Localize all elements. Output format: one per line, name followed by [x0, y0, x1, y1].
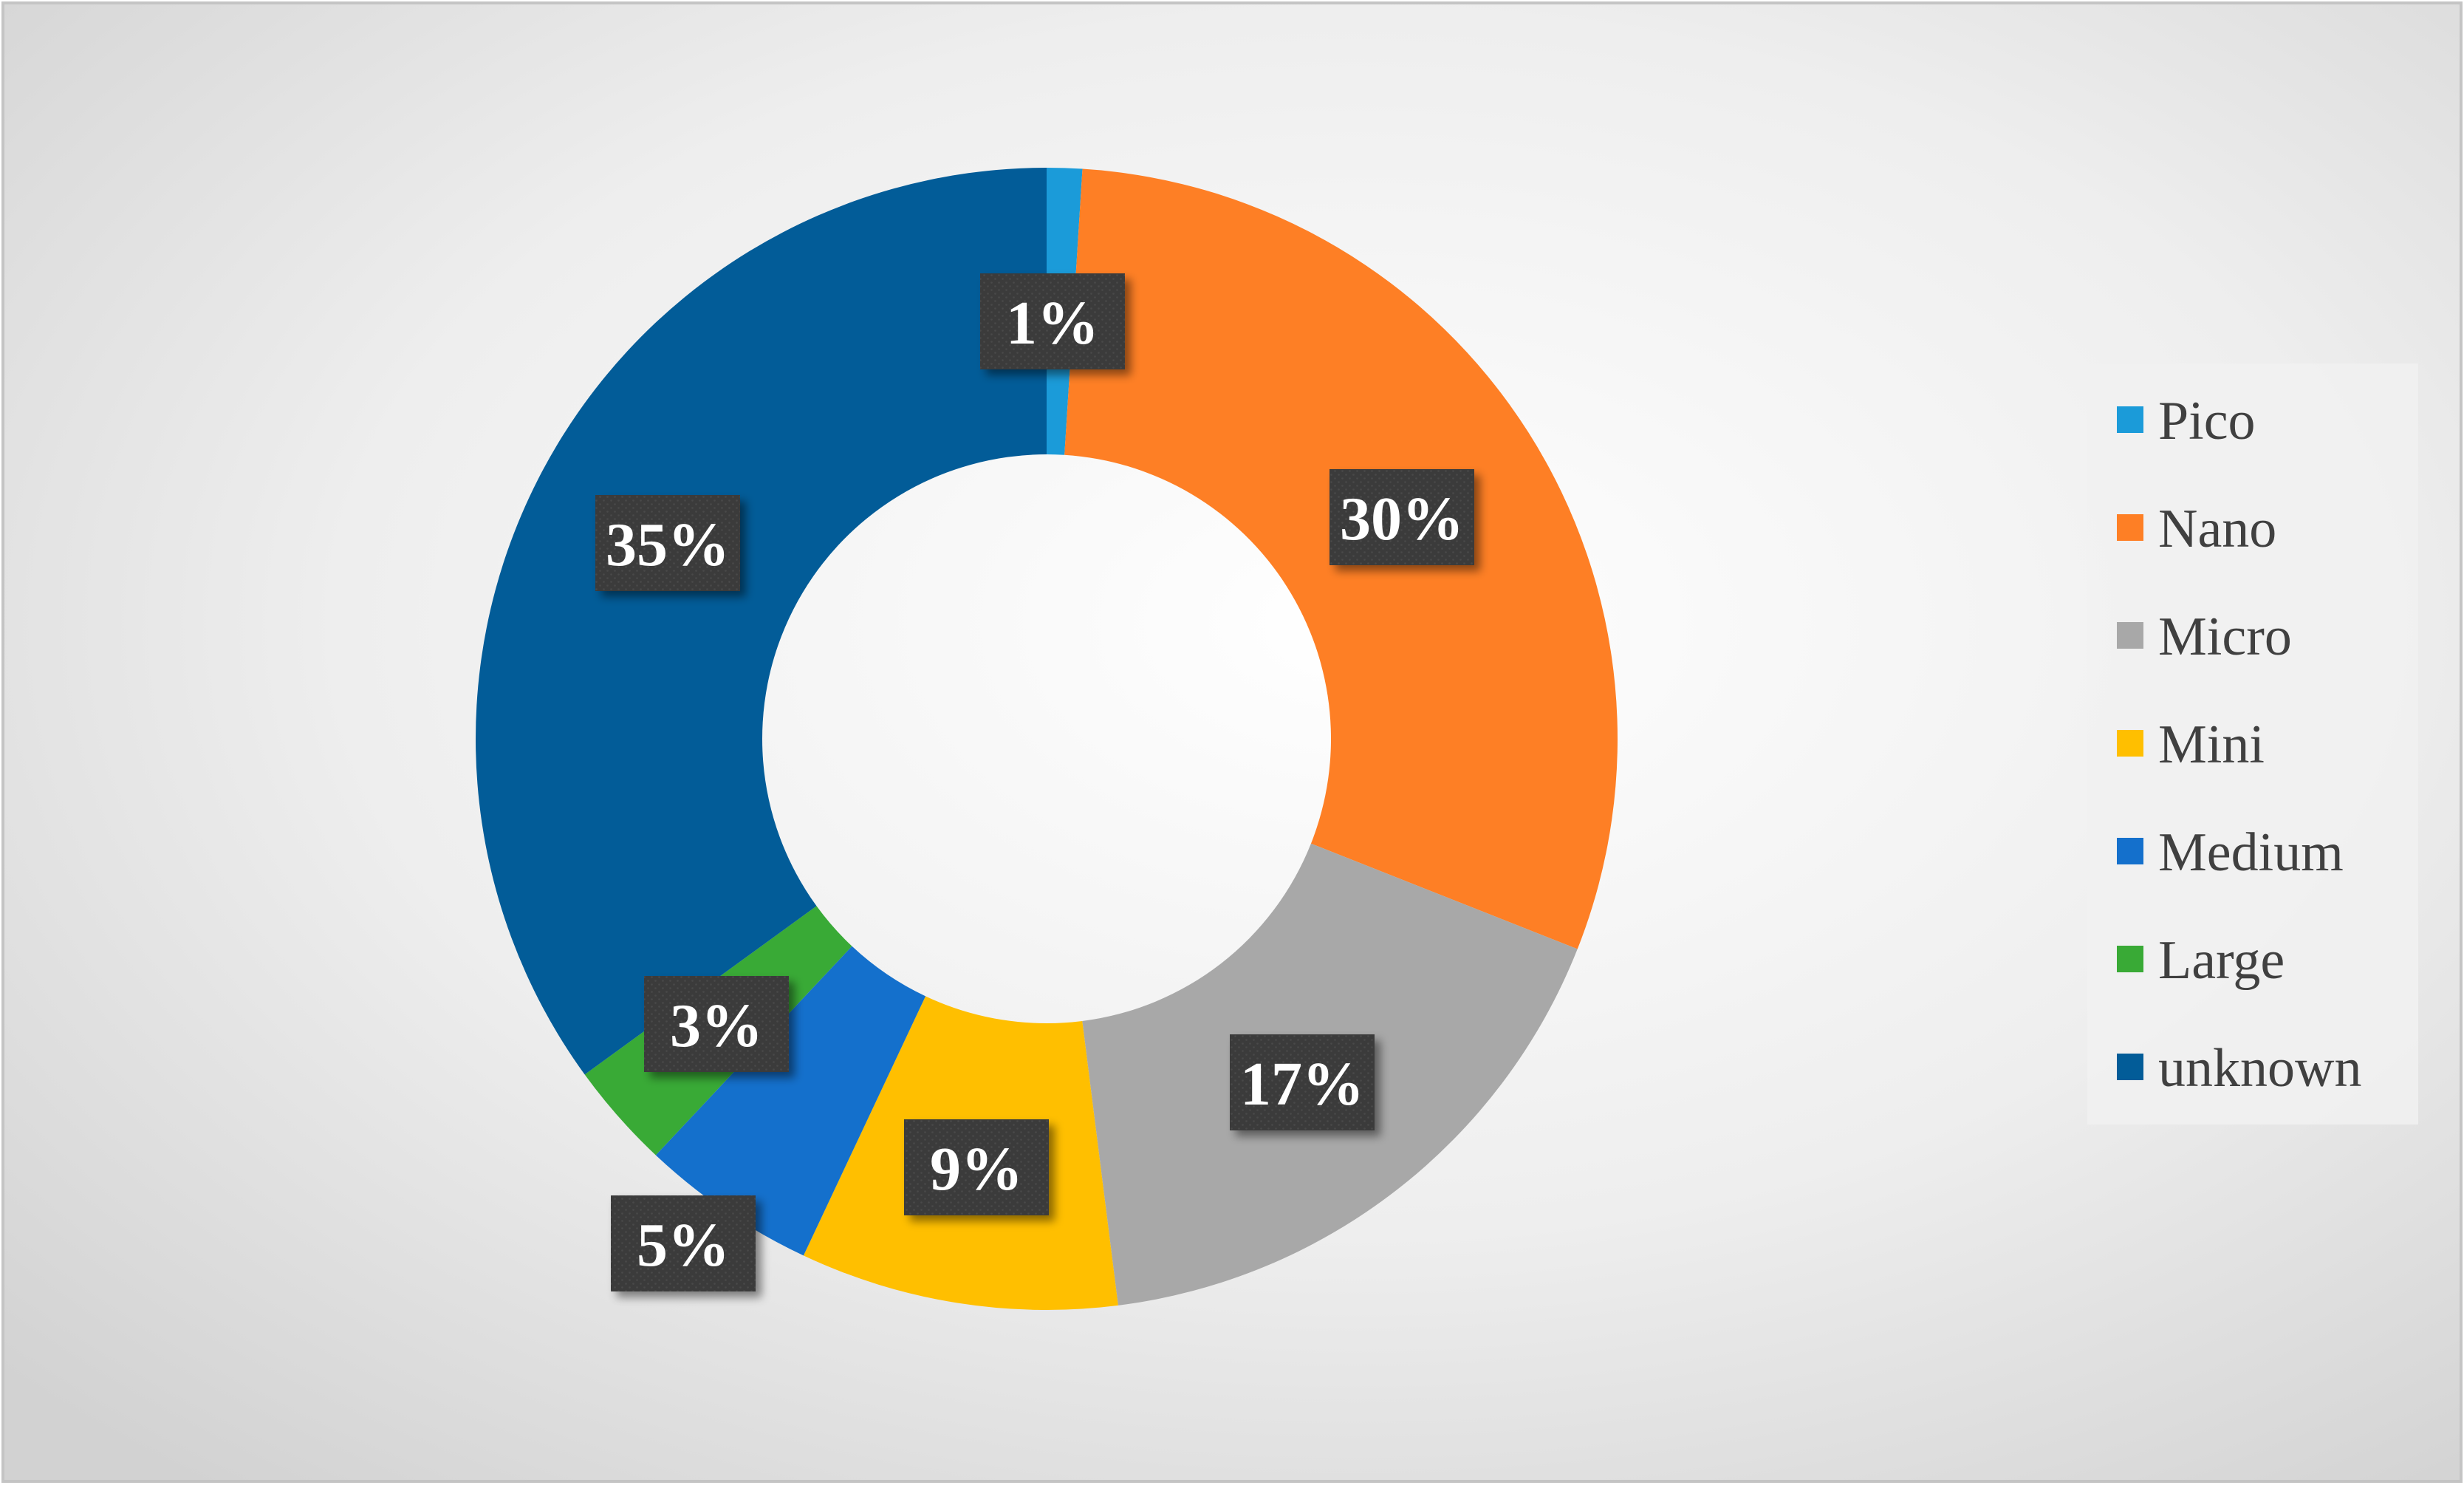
data-label-text: 3%	[670, 992, 763, 1060]
legend-swatch	[2117, 838, 2143, 864]
data-label-nano: 30%	[1329, 469, 1474, 565]
legend-label: Mini	[2158, 714, 2265, 775]
legend-item-pico: Pico	[2117, 391, 2256, 451]
data-label-text: 5%	[637, 1211, 730, 1280]
legend-item-mini: Mini	[2117, 714, 2265, 775]
data-label-mini: 9%	[904, 1119, 1049, 1215]
data-label-pico: 1%	[980, 273, 1125, 369]
legend-label: Medium	[2158, 822, 2344, 883]
legend-item-unknown: unknown	[2117, 1038, 2361, 1099]
slice-medium	[655, 946, 926, 1256]
legend-label: Nano	[2158, 499, 2276, 559]
legend-label: Micro	[2158, 607, 2292, 667]
legend-swatch	[2117, 514, 2143, 541]
data-label-text: 30%	[1340, 485, 1464, 553]
legend-item-nano: Nano	[2117, 499, 2276, 559]
data-label-box	[595, 495, 740, 591]
legend-swatch	[2117, 946, 2143, 972]
data-label-box	[904, 1119, 1049, 1215]
legend-swatch	[2117, 1054, 2143, 1080]
legend-swatch	[2117, 730, 2143, 757]
data-label-text: 35%	[606, 511, 730, 579]
data-label-box	[1329, 469, 1474, 565]
legend-item-large: Large	[2117, 930, 2285, 991]
legend-item-micro: Micro	[2117, 607, 2292, 667]
legend-swatch	[2117, 622, 2143, 649]
data-label-unknown: 35%	[595, 495, 740, 591]
data-label-text: 1%	[1006, 289, 1099, 358]
data-label-text: 17%	[1240, 1050, 1364, 1119]
data-label-micro: 17%	[1230, 1034, 1375, 1130]
data-label-box	[644, 976, 789, 1072]
legend-item-medium: Medium	[2117, 822, 2344, 883]
data-label-medium: 5%	[611, 1195, 756, 1291]
legend-label: unknown	[2158, 1038, 2361, 1099]
slice-unknown	[476, 168, 1047, 1075]
legend: Pico Nano Micro Mini Medium Large unknown	[2087, 364, 2418, 1124]
legend-label: Large	[2158, 930, 2285, 991]
legend-swatch	[2117, 406, 2143, 433]
data-label-box	[611, 1195, 756, 1291]
legend-label: Pico	[2158, 391, 2256, 451]
data-label-box	[1230, 1034, 1375, 1130]
data-label-box	[980, 273, 1125, 369]
data-labels: 1% 30% 17% 9% 5% 3% 35%	[595, 273, 1474, 1291]
data-label-large: 3%	[644, 976, 789, 1072]
data-label-text: 9%	[930, 1135, 1023, 1204]
